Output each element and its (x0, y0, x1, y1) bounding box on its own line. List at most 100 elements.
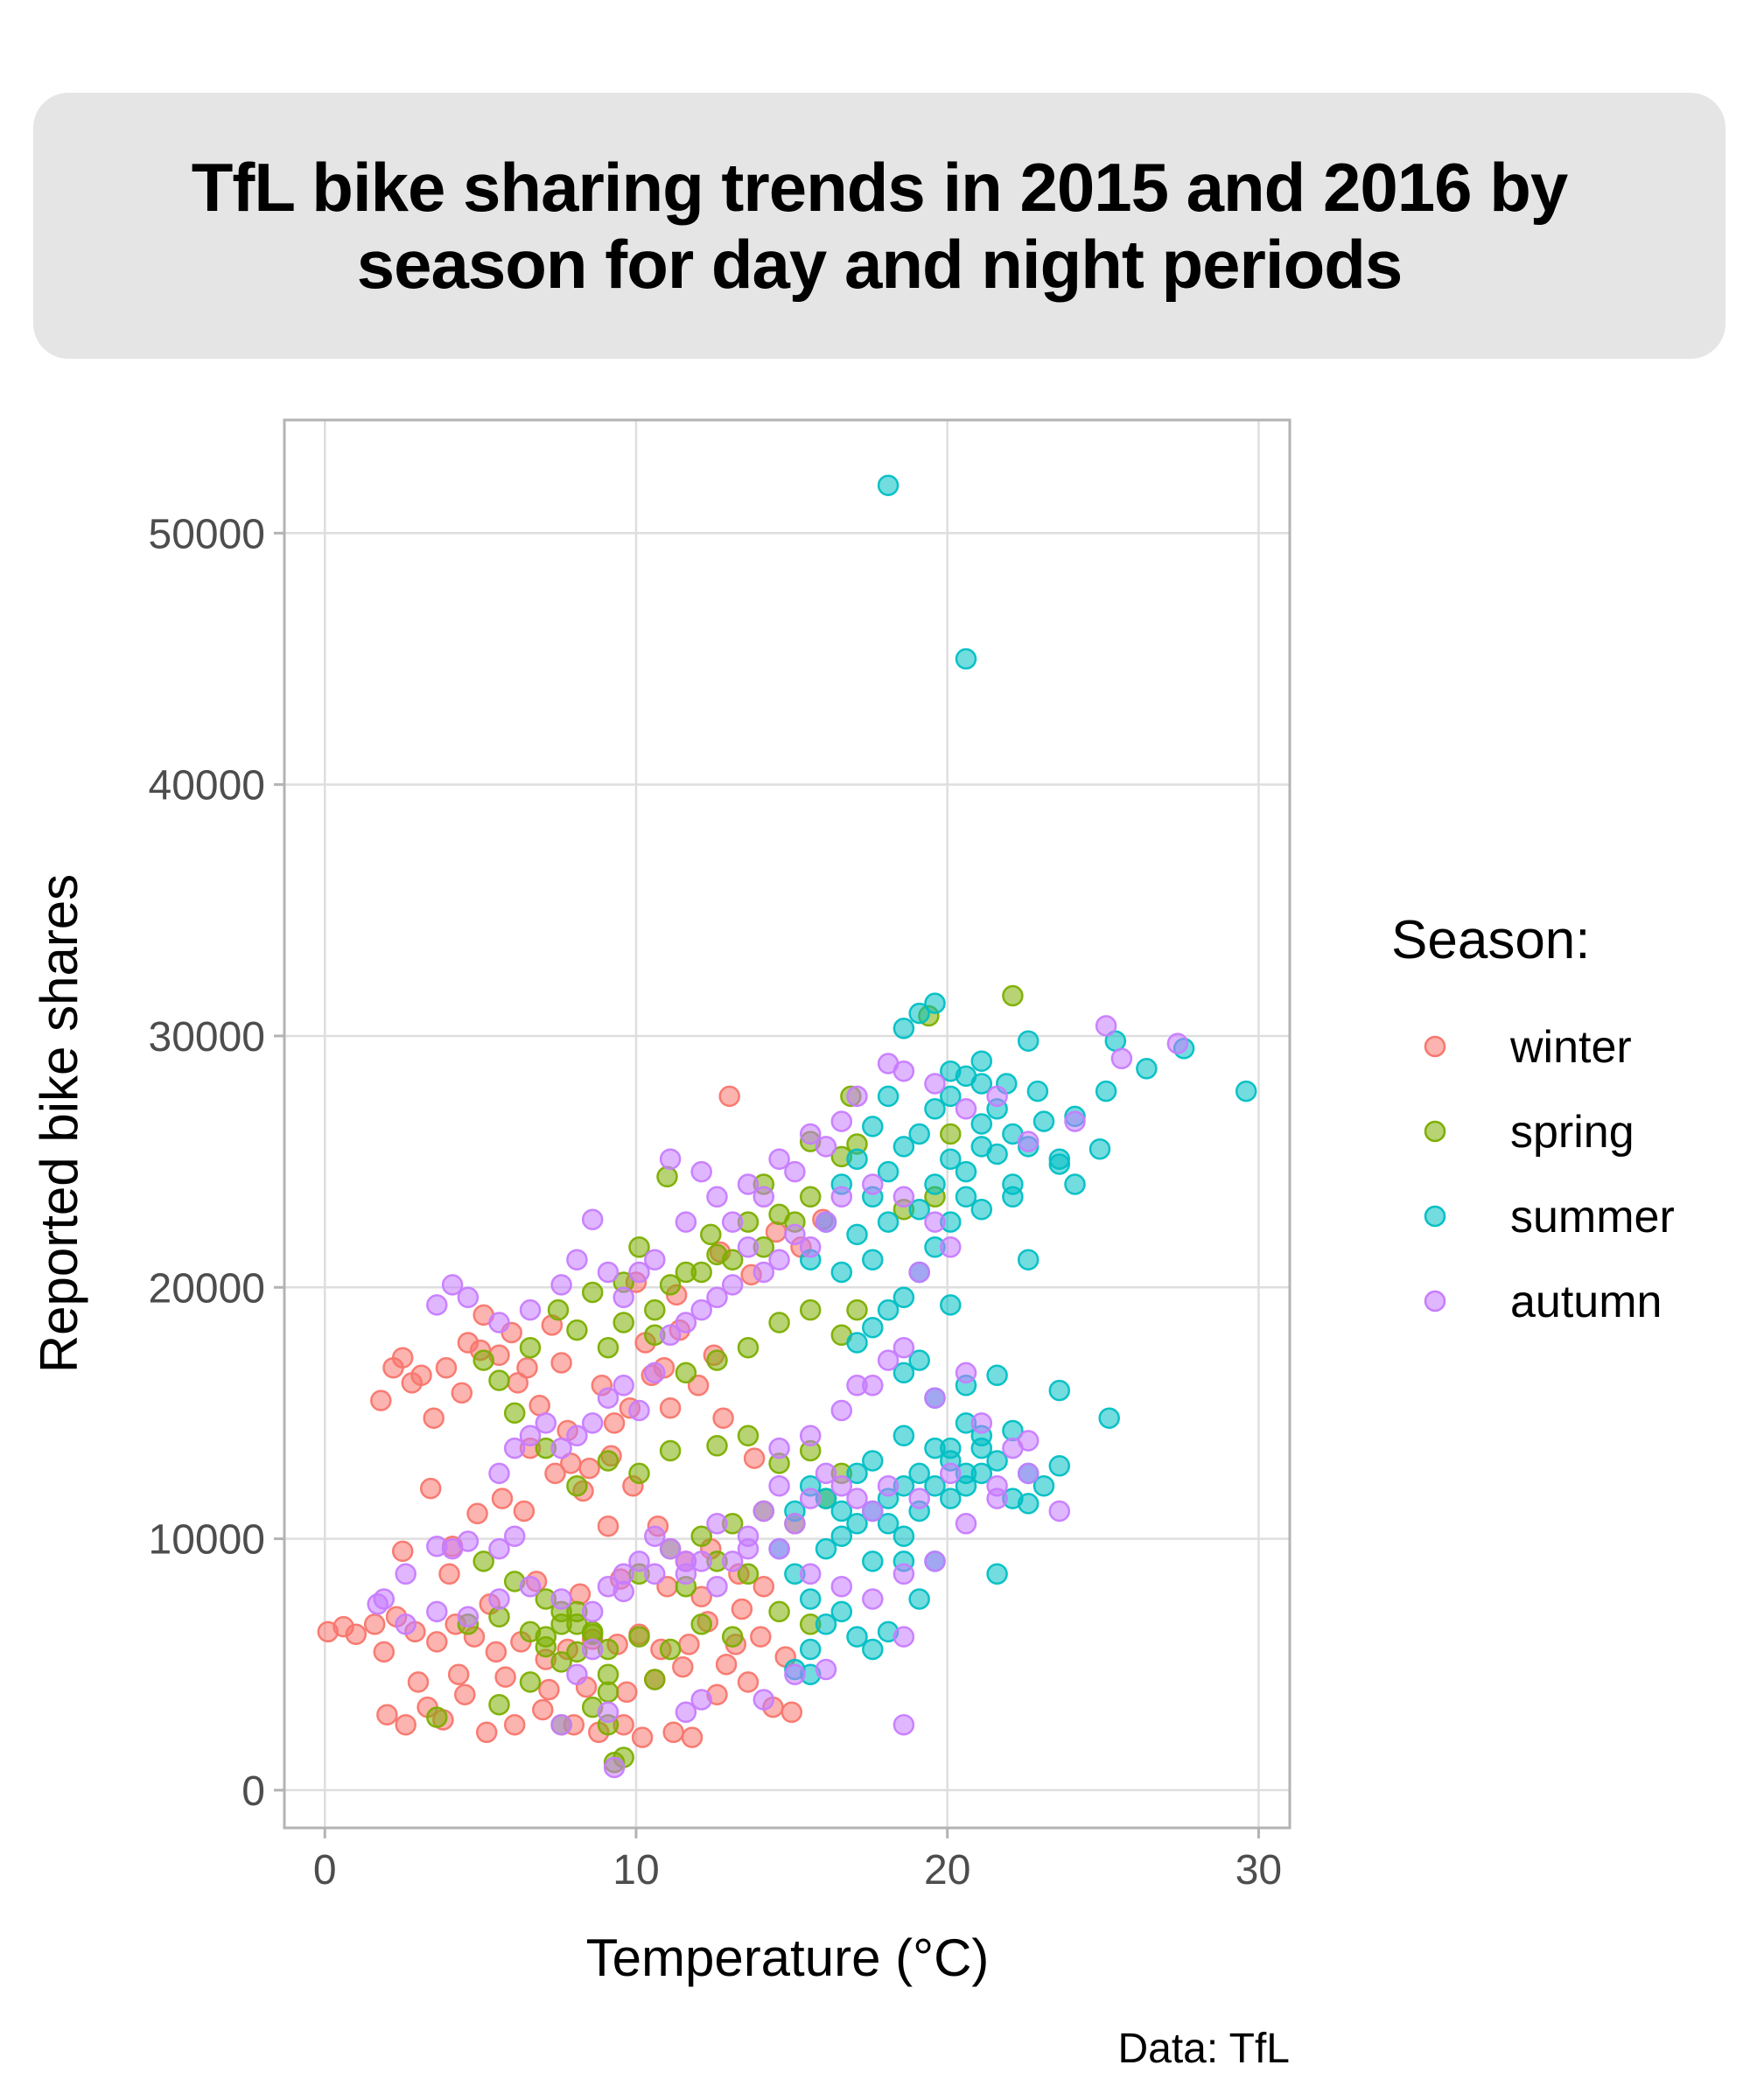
point-spring (612, 1312, 634, 1334)
point-spring (426, 1706, 448, 1728)
point-autumn (426, 1535, 448, 1558)
point-winter (426, 1631, 448, 1653)
point-winter (569, 1583, 592, 1606)
point-autumn (846, 1085, 868, 1108)
point-autumn (815, 1658, 837, 1681)
point-autumn (830, 1575, 853, 1598)
point-spring (566, 1474, 588, 1497)
point-autumn (395, 1563, 416, 1586)
point-autumn (908, 1488, 930, 1509)
point-autumn (784, 1160, 806, 1183)
point-autumn (612, 1563, 634, 1586)
point-autumn (799, 1123, 822, 1145)
point-spring (737, 1424, 760, 1447)
point-winter (690, 1586, 712, 1607)
legend-label-spring: spring (1510, 1107, 1634, 1158)
point-autumn (659, 1537, 682, 1560)
point-autumn (752, 1689, 775, 1711)
point-summer (846, 1332, 868, 1354)
point-summer (924, 992, 946, 1014)
point-autumn (550, 1437, 572, 1460)
point-spring (659, 1274, 682, 1296)
point-spring (550, 1651, 572, 1673)
point-summer (1026, 1080, 1049, 1102)
point-winter (370, 1390, 392, 1411)
point-spring (644, 1669, 666, 1690)
point-autumn (628, 1399, 650, 1422)
point-summer (862, 1638, 884, 1661)
point-autumn (784, 1663, 806, 1685)
point-autumn (612, 1375, 634, 1396)
point-summer (877, 474, 900, 496)
point-autumn (628, 1550, 650, 1572)
point-autumn (488, 1588, 510, 1610)
legend-label-winter: winter (1509, 1022, 1632, 1073)
point-autumn (675, 1312, 697, 1334)
point-autumn (986, 1085, 1008, 1108)
point-spring (846, 1298, 868, 1321)
point-winter (678, 1634, 700, 1656)
point-winter (597, 1515, 620, 1537)
point-summer (955, 1186, 977, 1208)
point-autumn (441, 1274, 464, 1296)
point-autumn (892, 1563, 915, 1586)
point-winter (391, 1540, 414, 1563)
point-spring (940, 1123, 962, 1145)
point-summer (1017, 1030, 1040, 1052)
point-winter (435, 1356, 458, 1379)
point-spring (503, 1402, 526, 1424)
point-autumn (457, 1286, 480, 1309)
point-spring (547, 1298, 570, 1321)
point-autumn (690, 1550, 712, 1572)
point-autumn (1166, 1032, 1189, 1054)
point-autumn (597, 1701, 620, 1724)
point-autumn (597, 1575, 620, 1598)
point-summer (892, 1525, 915, 1547)
point-winter (503, 1713, 526, 1736)
legend-key-winter (1424, 1035, 1446, 1058)
point-autumn (659, 1324, 682, 1347)
point-spring (597, 1336, 620, 1359)
point-winter (578, 1457, 600, 1480)
point-summer (877, 1513, 900, 1535)
point-autumn (566, 1249, 588, 1270)
point-summer (908, 1588, 930, 1610)
point-winter (345, 1623, 368, 1646)
point-winter (560, 1452, 582, 1474)
point-spring (1002, 984, 1024, 1007)
point-spring (768, 1312, 790, 1334)
point-autumn (581, 1412, 604, 1434)
point-summer (892, 1362, 915, 1384)
point-autumn (597, 1261, 620, 1284)
point-autumn (675, 1563, 697, 1586)
point-autumn (768, 1474, 790, 1497)
point-autumn (924, 1550, 946, 1572)
axis-ticks: 0 10000 20000 30000 40000 50000 0 10 20 30 (149, 511, 1283, 1894)
point-autumn (1017, 1430, 1040, 1452)
point-autumn (830, 1399, 853, 1422)
point-autumn (519, 1424, 542, 1447)
point-summer (986, 1364, 1008, 1387)
point-winter (750, 1626, 772, 1648)
point-winter (715, 1653, 738, 1676)
point-autumn (1017, 1130, 1040, 1152)
point-autumn (846, 1488, 868, 1509)
point-summer (955, 1160, 977, 1183)
point-winter (687, 1375, 710, 1396)
point-spring (488, 1369, 510, 1391)
point-autumn (519, 1575, 542, 1598)
point-winter (376, 1704, 398, 1726)
point-autumn (550, 1713, 572, 1736)
point-summer (846, 1513, 868, 1535)
point-summer (970, 1073, 993, 1095)
point-autumn (924, 1387, 946, 1409)
point-summer (940, 1437, 962, 1460)
point-autumn (768, 1537, 790, 1560)
plot-panel-border (283, 418, 1292, 1830)
point-autumn (690, 1298, 712, 1321)
point-autumn (581, 1638, 604, 1661)
point-spring (488, 1693, 510, 1716)
point-winter (659, 1396, 682, 1419)
point-autumn (737, 1537, 760, 1560)
